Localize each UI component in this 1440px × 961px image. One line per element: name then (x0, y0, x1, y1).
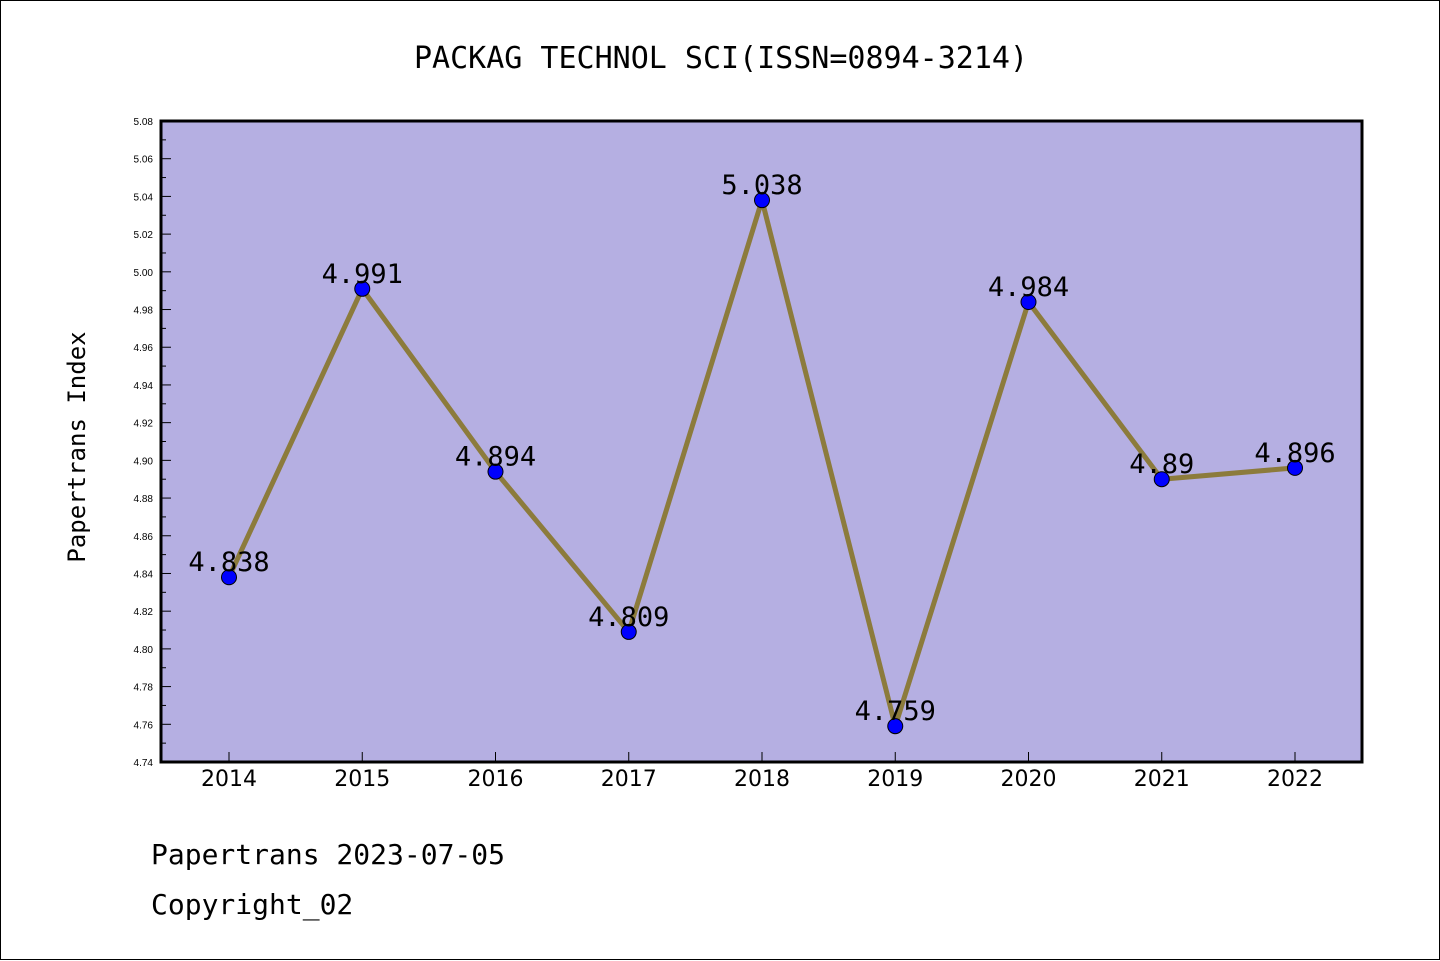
data-label: 4.894 (455, 442, 536, 473)
y-tick-label: 4.80 (134, 645, 154, 656)
y-tick-label: 5.02 (134, 230, 154, 241)
x-tick-label: 2022 (1267, 767, 1323, 792)
data-label: 4.89 (1129, 449, 1194, 480)
y-tick-label: 4.84 (134, 569, 154, 580)
data-point (1153, 471, 1170, 488)
y-tick-label: 4.78 (134, 683, 154, 694)
data-label: 4.809 (588, 602, 669, 633)
data-point (221, 569, 237, 586)
y-tick-label: 4.86 (134, 532, 154, 543)
x-tick-label: 2014 (201, 767, 257, 792)
y-tick-label: 4.92 (134, 419, 154, 430)
x-tick-label: 2020 (1001, 767, 1057, 792)
data-point (487, 463, 504, 480)
data-label: 4.838 (188, 547, 269, 578)
x-tick-label: 2017 (601, 767, 657, 792)
data-point (887, 718, 904, 735)
chart-title: PACKAG TECHNOL SCI(ISSN=0894-3214) (414, 41, 1028, 76)
y-axis: 4.74 4.76 4.78 4.80 4.82 4.84 4.86 4.88 4.90 4.92… (134, 117, 171, 769)
y-tick-label: 4.96 (134, 343, 154, 354)
data-label: 4.896 (1254, 438, 1335, 469)
data-label: 4.984 (988, 272, 1069, 303)
y-tick-label: 4.88 (134, 494, 154, 505)
x-tick-label: 2015 (334, 767, 390, 792)
footer-copyright: Copyright_02 (151, 888, 353, 922)
data-point (620, 623, 637, 640)
footer-source: Papertrans 2023-07-05 (151, 838, 505, 871)
x-axis: 2014 2015 2016 2017 2018 2019 2020 2021 2022 (201, 752, 1323, 792)
y-tick-label: 5.08 (134, 117, 154, 128)
y-tick-label: 4.82 (134, 607, 154, 618)
y-tick-label: 5.06 (134, 155, 154, 166)
data-label: 4.759 (855, 696, 936, 727)
data-point (754, 192, 770, 209)
y-tick-label: 5.04 (134, 192, 154, 203)
data-label: 4.991 (322, 259, 403, 290)
data-point (1287, 459, 1303, 476)
data-point (1020, 293, 1037, 310)
data-point (354, 280, 371, 297)
data-label: 5.038 (721, 170, 802, 201)
x-tick-label: 2016 (468, 767, 524, 792)
y-tick-label: 4.74 (134, 758, 154, 769)
y-axis-label: Papertrans Index (63, 331, 91, 562)
x-tick-label: 2018 (734, 767, 790, 792)
y-tick-label: 4.94 (134, 381, 154, 392)
series-group: 4.838 4.991 4.894 4.809 5.038 4.759 4.984 4.89 4… (188, 170, 1336, 736)
y-tick-label: 4.76 (134, 720, 154, 731)
y-tick-label: 4.98 (134, 306, 154, 317)
y-tick-label: 4.90 (134, 456, 154, 467)
plot-area (159, 119, 1364, 764)
x-tick-label: 2021 (1134, 767, 1190, 792)
y-tick-label: 5.00 (134, 268, 154, 279)
x-tick-label: 2019 (867, 767, 923, 792)
